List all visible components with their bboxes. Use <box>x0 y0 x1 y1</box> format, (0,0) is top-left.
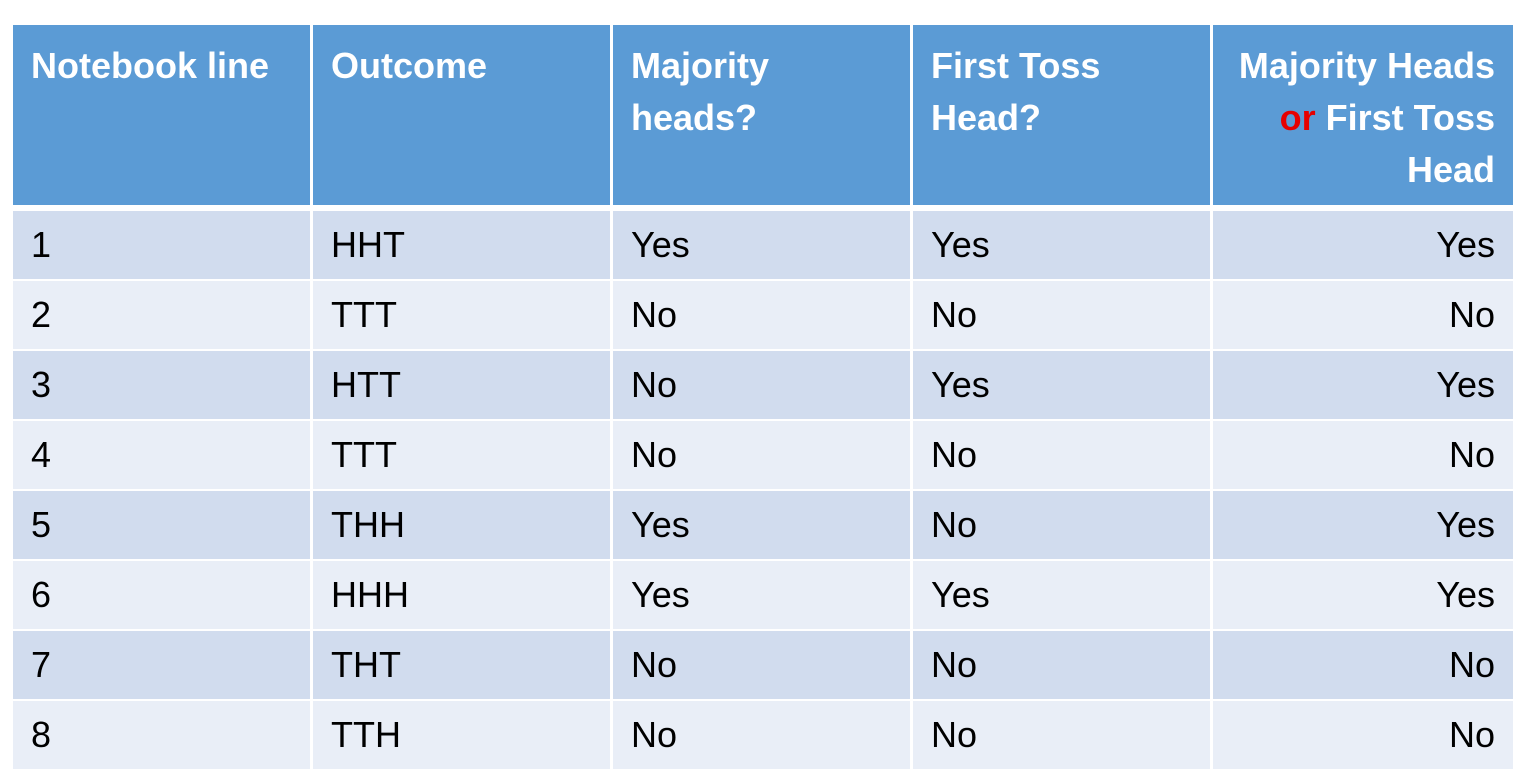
cell-outcome: TTT <box>313 281 613 351</box>
cell-first: No <box>913 281 1213 351</box>
table-row: 6 HHH Yes Yes Yes <box>13 561 1513 631</box>
cell-first: Yes <box>913 561 1213 631</box>
table-row: 8 TTH No No No <box>13 701 1513 771</box>
cell-majority: Yes <box>613 491 913 561</box>
cell-outcome: HHH <box>313 561 613 631</box>
header-notebook-line: Notebook line <box>13 25 313 211</box>
cell-line: 1 <box>13 211 313 281</box>
cell-majority: No <box>613 281 913 351</box>
cell-first: No <box>913 421 1213 491</box>
cell-line: 5 <box>13 491 313 561</box>
table-row: 1 HHT Yes Yes Yes <box>13 211 1513 281</box>
cell-outcome: HTT <box>313 351 613 421</box>
table-row: 5 THH Yes No Yes <box>13 491 1513 561</box>
cell-either: No <box>1213 701 1513 771</box>
cell-outcome: HHT <box>313 211 613 281</box>
cell-either: No <box>1213 631 1513 701</box>
cell-majority: No <box>613 351 913 421</box>
cell-either: Yes <box>1213 491 1513 561</box>
cell-majority: No <box>613 631 913 701</box>
cell-outcome: THH <box>313 491 613 561</box>
cell-either: No <box>1213 421 1513 491</box>
coin-toss-table: Notebook line Outcome Majority heads? Fi… <box>13 25 1513 771</box>
cell-line: 7 <box>13 631 313 701</box>
cell-first: No <box>913 491 1213 561</box>
header-first-toss-head: First Toss Head? <box>913 25 1213 211</box>
cell-either: No <box>1213 281 1513 351</box>
header-outcome: Outcome <box>313 25 613 211</box>
table-row: 3 HTT No Yes Yes <box>13 351 1513 421</box>
cell-either: Yes <box>1213 211 1513 281</box>
header-majority-or-first: Majority Heads or First Toss Head <box>1213 25 1513 211</box>
cell-majority: No <box>613 421 913 491</box>
cell-first: Yes <box>913 211 1213 281</box>
cell-first: No <box>913 701 1213 771</box>
cell-line: 8 <box>13 701 313 771</box>
cell-either: Yes <box>1213 351 1513 421</box>
cell-majority: Yes <box>613 561 913 631</box>
cell-line: 2 <box>13 281 313 351</box>
cell-line: 4 <box>13 421 313 491</box>
table-row: 7 THT No No No <box>13 631 1513 701</box>
header-row: Notebook line Outcome Majority heads? Fi… <box>13 25 1513 211</box>
header-or-word: or <box>1279 97 1316 138</box>
header-majority-heads: Majority heads? <box>613 25 913 211</box>
cell-line: 3 <box>13 351 313 421</box>
table-row: 2 TTT No No No <box>13 281 1513 351</box>
cell-line: 6 <box>13 561 313 631</box>
header-combined-post: First Toss Head <box>1315 97 1495 190</box>
cell-first: Yes <box>913 351 1213 421</box>
cell-first: No <box>913 631 1213 701</box>
cell-outcome: THT <box>313 631 613 701</box>
cell-either: Yes <box>1213 561 1513 631</box>
cell-outcome: TTT <box>313 421 613 491</box>
cell-majority: No <box>613 701 913 771</box>
cell-majority: Yes <box>613 211 913 281</box>
cell-outcome: TTH <box>313 701 613 771</box>
table-row: 4 TTT No No No <box>13 421 1513 491</box>
header-combined-pre: Majority Heads <box>1238 45 1495 86</box>
